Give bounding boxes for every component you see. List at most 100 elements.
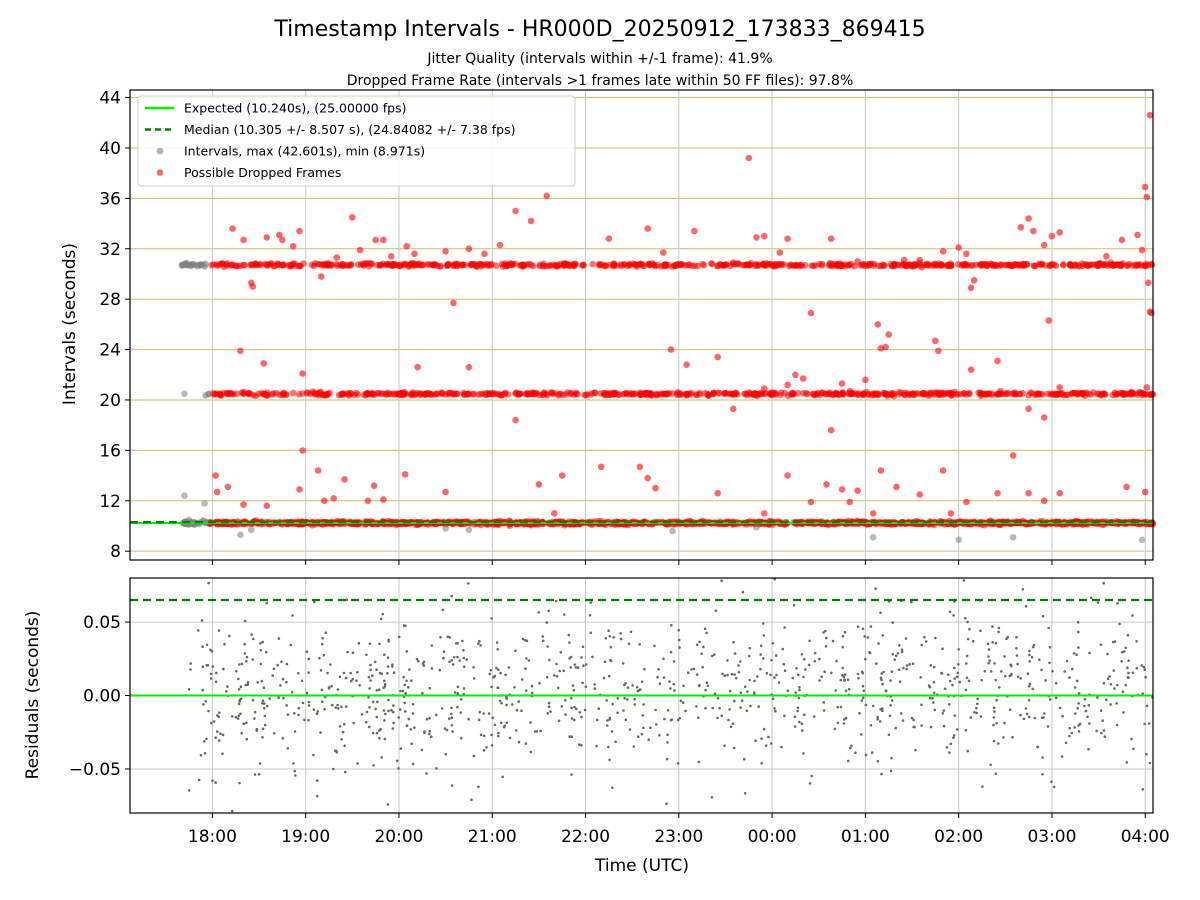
residual-point [833, 727, 837, 731]
residual-point [842, 722, 846, 725]
residual-point [380, 672, 383, 675]
dropped-frame-point [396, 262, 404, 270]
dropped-frame-point [845, 261, 852, 269]
residual-point [246, 683, 249, 686]
residual-point [848, 746, 852, 750]
dropped-frame-point [527, 217, 535, 225]
legend-label: Intervals, max (42.601s), min (8.971s) [184, 144, 425, 159]
residual-point [276, 663, 279, 667]
residual-point [868, 650, 871, 654]
dropped-frame-point [240, 501, 247, 508]
dropped-frame-point [776, 249, 784, 256]
residual-point [676, 761, 680, 765]
residual-point [292, 762, 295, 765]
residual-point [756, 675, 759, 678]
residual-point [555, 662, 558, 666]
residual-point [754, 739, 757, 743]
residual-point [375, 668, 378, 671]
residual-point [428, 729, 432, 733]
residual-point [450, 594, 454, 598]
residual-point [321, 636, 324, 640]
residual-point [428, 732, 431, 736]
residual-point [580, 715, 583, 719]
residual-point [638, 643, 641, 646]
residual-point [880, 672, 883, 675]
top-dropped-points [212, 111, 1155, 517]
residual-point [529, 721, 532, 724]
residual-point [583, 708, 587, 712]
dropped-frame-point [1040, 414, 1048, 421]
residual-point [607, 674, 611, 678]
residual-point [1050, 780, 1053, 783]
dropped-frame-point [877, 467, 885, 474]
residual-point [482, 734, 486, 738]
residual-point [616, 711, 619, 714]
residual-point [238, 699, 241, 703]
residual-point [769, 673, 772, 677]
residual-point [307, 700, 311, 704]
residual-point [523, 638, 527, 642]
residual-point [952, 614, 955, 617]
residual-point [812, 715, 816, 718]
residual-point [783, 714, 786, 718]
residual-point [947, 673, 950, 676]
residual-point [465, 658, 469, 661]
residual-point [662, 676, 666, 679]
dropped-frame-point [721, 390, 728, 397]
residual-point [1076, 620, 1080, 624]
residual-point [285, 704, 289, 707]
residual-point [647, 738, 650, 741]
residual-point [315, 779, 319, 782]
dropped-frame-point [804, 390, 811, 398]
x-tick-label: 23:00 [654, 827, 703, 847]
x-tick-label: 00:00 [748, 827, 797, 847]
residual-point [425, 772, 428, 775]
residual-point [450, 658, 454, 662]
dropped-frame-point [481, 250, 488, 258]
dropped-frame-point [935, 389, 942, 396]
dropped-frame-point [234, 262, 241, 270]
residual-point [336, 703, 339, 707]
residual-point [633, 697, 636, 701]
dropped-frame-point [610, 390, 617, 398]
residual-point [743, 792, 747, 795]
residual-point [843, 673, 847, 676]
residual-point [1087, 747, 1090, 751]
residual-point [307, 671, 311, 674]
residual-point [847, 759, 850, 763]
residual-point [301, 701, 305, 705]
dropped-frame-point [660, 249, 667, 256]
residual-point [1116, 683, 1119, 687]
residual-point [205, 737, 208, 741]
residual-point [606, 724, 609, 727]
residual-point [670, 623, 673, 627]
residual-point [212, 720, 216, 723]
residual-point [214, 781, 217, 784]
residual-point [1089, 596, 1093, 599]
residual-point [1075, 679, 1079, 683]
residual-point [430, 667, 434, 670]
residual-point [344, 705, 348, 708]
residual-point [639, 688, 642, 691]
residual-point [705, 631, 708, 635]
residual-point [1064, 741, 1068, 745]
residual-point [593, 683, 596, 686]
dropped-frame-point [1045, 317, 1053, 324]
dropped-frame-point [838, 380, 846, 387]
residual-point [552, 674, 556, 677]
dropped-frame-point [414, 363, 421, 371]
residual-point [428, 686, 432, 690]
residual-point [920, 703, 923, 706]
residual-point [187, 789, 191, 792]
residual-point [1028, 660, 1031, 663]
residual-point [932, 665, 936, 669]
residual-point [1109, 703, 1112, 706]
residual-point [608, 716, 612, 720]
residual-point [802, 713, 806, 716]
residual-point [677, 638, 681, 642]
residual-point [924, 640, 928, 643]
dropped-frame-point [1072, 261, 1079, 269]
dropped-frame-point [390, 390, 397, 398]
top-y-tick-label: 28 [99, 290, 121, 310]
residual-point [824, 629, 827, 633]
